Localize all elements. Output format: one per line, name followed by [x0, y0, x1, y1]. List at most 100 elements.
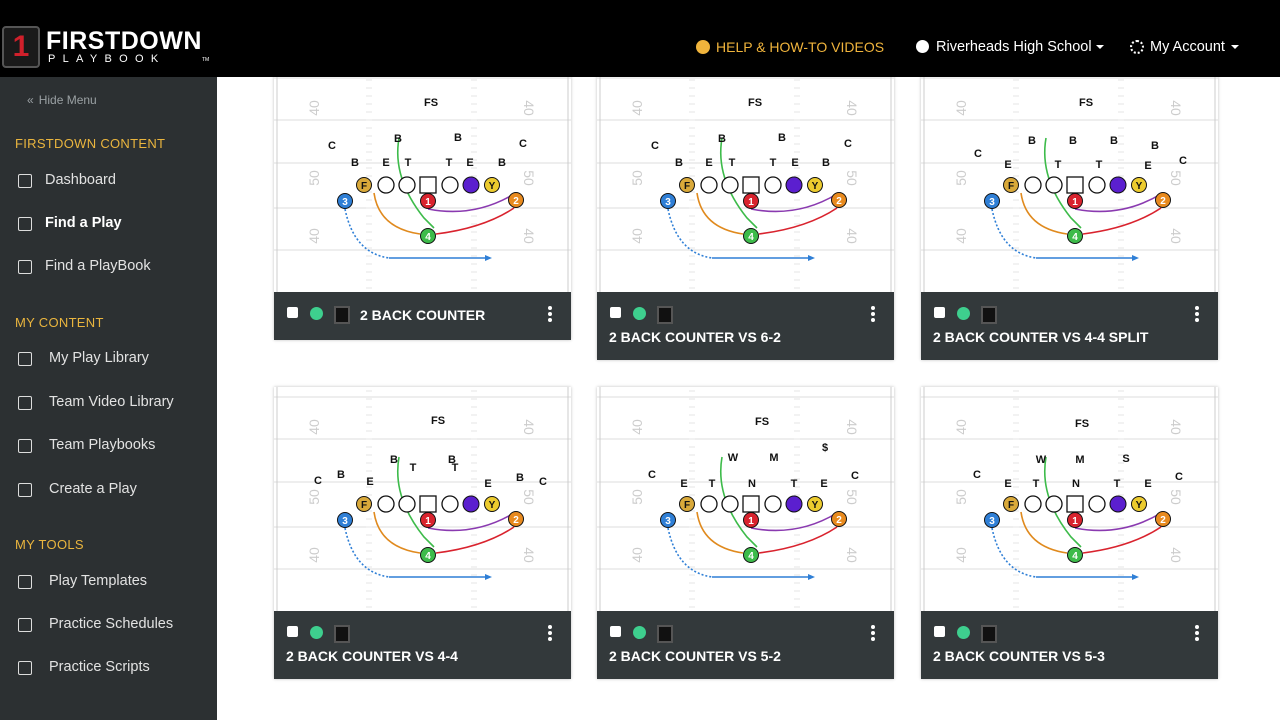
field-number: 50: [629, 489, 645, 505]
lineman: [721, 495, 739, 513]
player-label: 3: [989, 197, 995, 208]
player-label: 1: [748, 197, 754, 208]
field-number: 40: [953, 419, 969, 435]
more-menu[interactable]: [548, 306, 552, 324]
player: [660, 193, 676, 209]
card-footer: 2 BACK COUNTER: [274, 292, 571, 340]
account-menu[interactable]: My Account: [1150, 39, 1225, 55]
checkbox[interactable]: [287, 307, 298, 318]
checkbox[interactable]: [610, 307, 621, 318]
nav-item[interactable]: Play Templates: [49, 573, 148, 589]
team-menu[interactable]: Riverheads High School: [936, 39, 1092, 55]
more-menu[interactable]: [1195, 306, 1199, 324]
player: [420, 512, 436, 528]
dot: [1195, 631, 1199, 635]
play-title[interactable]: 2 BACK COUNTER VS 4-4: [286, 648, 458, 664]
lineman: [462, 176, 480, 194]
defender-label: C: [844, 138, 852, 150]
nav-item[interactable]: Practice Scripts: [49, 659, 150, 675]
more-menu[interactable]: [871, 625, 875, 643]
defender-label: N: [1072, 478, 1080, 490]
field-number: 40: [844, 100, 860, 116]
route: [1020, 192, 1068, 235]
defender-label: T: [709, 478, 716, 490]
nav-item[interactable]: Find a PlayBook: [45, 258, 151, 274]
nav-item[interactable]: Create a Play: [49, 481, 137, 497]
defender-label: T: [1114, 478, 1121, 490]
route: [667, 527, 713, 578]
defender-label: B: [675, 157, 683, 169]
field-number: 40: [844, 228, 860, 244]
play-title[interactable]: 2 BACK COUNTER VS 5-2: [609, 648, 781, 664]
checkbox[interactable]: [934, 307, 945, 318]
center: [1066, 176, 1084, 194]
player: [508, 192, 524, 208]
defender-label: B: [822, 157, 830, 169]
play-card[interactable]: 40 40 50 50 40 40 F Y 3 1 2 4 FS B B C B E T T E B C 2 BACK COU…: [597, 77, 894, 360]
player: [420, 228, 436, 244]
play-card[interactable]: 40 40 50 50 40 40 F Y 3 1 2 4 FS W M S C C E T N T E 2 BACK COU…: [921, 387, 1218, 679]
player: [1003, 177, 1019, 193]
field-number: 50: [953, 489, 969, 505]
player-label: Y: [1136, 500, 1143, 511]
field-number: 40: [953, 100, 969, 116]
route: [991, 527, 1037, 578]
defender-label: B: [778, 132, 786, 144]
defender-label: B: [718, 133, 726, 145]
play-card[interactable]: 40 40 50 50 40 40 F Y 3 1 2 4 FS B B B C C B E T T E 2 BACK COU…: [274, 387, 571, 679]
player: [831, 192, 847, 208]
defender-label: B: [1028, 135, 1036, 147]
player: [679, 177, 695, 193]
nav-item[interactable]: Team Playbooks: [49, 437, 156, 453]
route: [758, 207, 838, 235]
checkbox[interactable]: [287, 626, 298, 637]
gear-icon: [1130, 40, 1144, 54]
defender-label: FS: [431, 415, 445, 427]
player: [1131, 177, 1147, 193]
play-title[interactable]: 2 BACK COUNTER: [360, 307, 486, 323]
dot: [871, 312, 875, 316]
player-label: F: [1008, 181, 1014, 192]
route: [373, 511, 421, 554]
route: [696, 192, 744, 235]
nav-item[interactable]: My Play Library: [49, 350, 149, 366]
nav-item[interactable]: Practice Schedules: [49, 616, 174, 632]
player-label: 4: [748, 232, 754, 243]
play-title[interactable]: 2 BACK COUNTER VS 5-3: [933, 648, 1105, 664]
more-menu[interactable]: [1195, 625, 1199, 643]
dot: [548, 306, 552, 310]
route: [667, 208, 713, 259]
help-link[interactable]: HELP & HOW-TO VIDEOS: [716, 39, 885, 55]
play-card[interactable]: 40 40 50 50 40 40 F Y 3 1 2 4 FS B B C B E T T E B C 2 BACK COU…: [274, 77, 571, 340]
more-menu[interactable]: [871, 306, 875, 324]
defender-label: FS: [748, 97, 762, 109]
play-title[interactable]: 2 BACK COUNTER VS 6-2: [609, 329, 781, 345]
lineman: [700, 495, 718, 513]
nav-icon: [18, 174, 32, 188]
defender-label: $: [822, 442, 828, 454]
lineman: [377, 176, 395, 194]
dot: [871, 306, 875, 310]
checkbox[interactable]: [934, 626, 945, 637]
defender-label: T: [452, 462, 459, 474]
play-card[interactable]: 40 40 50 50 40 40 F Y 3 1 2 4 FS B B B B C E T T E C 2 BACK COU…: [921, 77, 1218, 360]
defender-label: B: [351, 157, 359, 169]
nav-item[interactable]: Team Video Library: [49, 394, 174, 410]
dot: [871, 631, 875, 635]
nav-icon: [18, 352, 32, 366]
defender-label: FS: [755, 416, 769, 428]
hide-menu[interactable]: «Hide Menu: [27, 93, 97, 107]
field-number: 50: [1168, 489, 1184, 505]
defender-label: B: [516, 472, 524, 484]
play-card[interactable]: 40 40 50 50 40 40 F Y 3 1 2 4 FS W M $ C C E T N T E 2 BACK COU…: [597, 387, 894, 679]
field-number: 40: [306, 547, 322, 563]
logo-name: FIRSTDOWN: [46, 27, 202, 55]
lineman: [398, 495, 416, 513]
nav-item[interactable]: Find a Play: [45, 215, 122, 231]
more-menu[interactable]: [548, 625, 552, 643]
nav-item[interactable]: Dashboard: [45, 172, 116, 188]
defender-label: T: [1096, 159, 1103, 171]
player: [1067, 512, 1083, 528]
checkbox[interactable]: [610, 626, 621, 637]
play-title[interactable]: 2 BACK COUNTER VS 4-4 SPLIT: [933, 329, 1149, 345]
